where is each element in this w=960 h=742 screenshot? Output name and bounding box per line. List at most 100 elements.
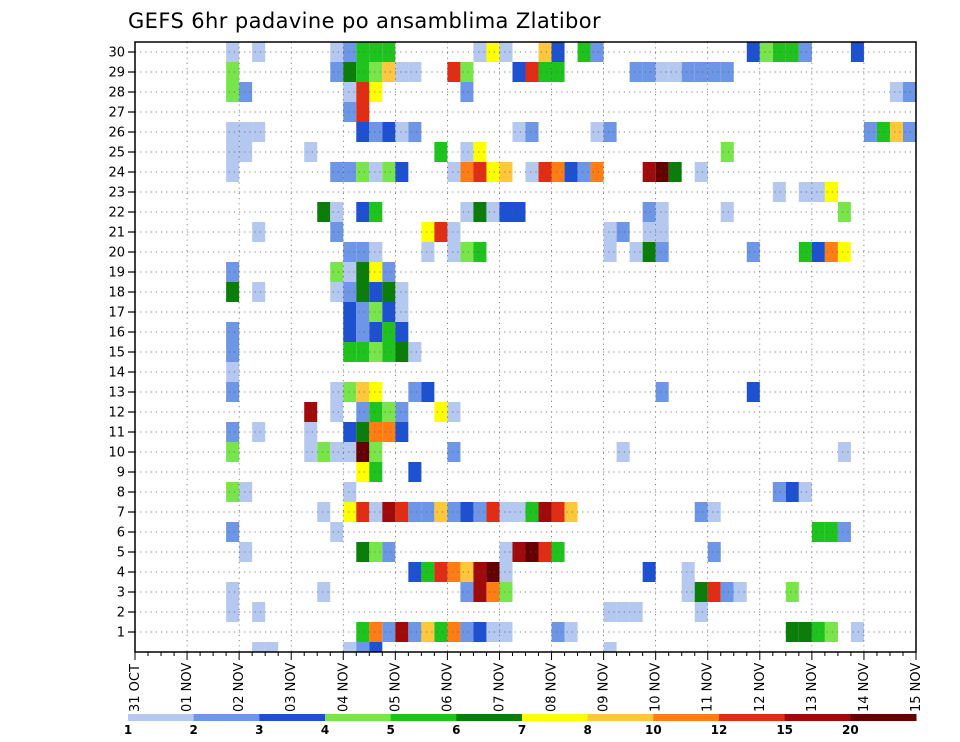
heatmap-cell xyxy=(538,42,552,62)
heatmap-cell xyxy=(369,462,383,482)
legend-swatch xyxy=(522,714,589,721)
heatmap-cell xyxy=(330,442,344,462)
y-tick-label: 23 xyxy=(108,186,125,201)
heatmap-cell xyxy=(395,302,409,322)
heatmap-cell xyxy=(317,202,331,222)
heatmap-cell xyxy=(460,562,474,582)
heatmap-cell xyxy=(525,62,539,82)
heatmap-cell xyxy=(330,402,344,422)
heatmap-cell xyxy=(356,342,370,362)
heatmap-cell xyxy=(837,442,851,462)
heatmap-cell xyxy=(343,442,357,462)
y-tick-label: 19 xyxy=(108,266,125,281)
legend-swatch xyxy=(719,714,786,721)
heatmap-cell xyxy=(226,362,240,382)
heatmap-cell xyxy=(694,602,708,622)
heatmap-cell xyxy=(473,242,487,262)
heatmap-cell xyxy=(369,502,383,522)
heatmap-cell xyxy=(408,502,422,522)
heatmap-cell xyxy=(382,322,396,342)
x-tick-label: 05 NOV xyxy=(388,663,403,712)
heatmap-cell xyxy=(460,502,474,522)
heatmap-cell xyxy=(356,442,370,462)
heatmap-cell xyxy=(356,162,370,182)
heatmap-cell xyxy=(707,62,721,82)
heatmap-cell xyxy=(746,42,760,62)
heatmap-cell xyxy=(421,222,435,242)
heatmap-cell xyxy=(486,202,500,222)
heatmap-cell xyxy=(564,622,578,642)
x-tick-label: 01 NOV xyxy=(180,663,195,712)
heatmap-cell xyxy=(460,582,474,602)
heatmap-cell xyxy=(603,642,617,652)
heatmap-cell xyxy=(473,582,487,602)
x-tick-label: 13 NOV xyxy=(805,663,820,712)
heatmap-cell xyxy=(616,442,630,462)
heatmap-cell xyxy=(499,542,513,562)
heatmap-cell xyxy=(473,202,487,222)
heatmap-cell xyxy=(382,262,396,282)
y-tick-label: 10 xyxy=(108,446,125,461)
heatmap-cell xyxy=(382,342,396,362)
heatmap-cell xyxy=(395,502,409,522)
heatmap-cell xyxy=(681,582,695,602)
heatmap-cell xyxy=(512,62,526,82)
legend-swatch xyxy=(390,714,457,721)
heatmap-cell xyxy=(590,122,604,142)
heatmap-cell xyxy=(226,82,240,102)
heatmap-cell xyxy=(720,202,734,222)
heatmap-cell xyxy=(330,62,344,82)
heatmap-cell xyxy=(356,402,370,422)
heatmap-cell xyxy=(642,202,656,222)
heatmap-cell xyxy=(382,302,396,322)
legend-label: 8 xyxy=(583,723,591,737)
heatmap-cell xyxy=(395,402,409,422)
heatmap-cell xyxy=(369,62,383,82)
heatmap-cell xyxy=(408,122,422,142)
heatmap-cell xyxy=(252,602,266,622)
heatmap-cell xyxy=(746,382,760,402)
heatmap-cell xyxy=(499,622,513,642)
y-tick-label: 21 xyxy=(108,226,125,241)
heatmap-cell xyxy=(226,142,240,162)
heatmap-cell xyxy=(486,622,500,642)
heatmap-cell xyxy=(447,622,461,642)
heatmap-cell xyxy=(330,222,344,242)
heatmap-cell xyxy=(304,422,318,442)
y-tick-label: 24 xyxy=(108,166,125,181)
heatmap-cell xyxy=(785,582,799,602)
heatmap-cell xyxy=(421,562,435,582)
heatmap-cell xyxy=(304,402,318,422)
heatmap-cell xyxy=(824,622,838,642)
heatmap-cell xyxy=(395,342,409,362)
heatmap-cell xyxy=(226,262,240,282)
heatmap-cell xyxy=(694,582,708,602)
heatmap-cell xyxy=(343,302,357,322)
heatmap-cell xyxy=(772,482,786,502)
heatmap-cell xyxy=(369,282,383,302)
heatmap-cell xyxy=(434,502,448,522)
heatmap-cell xyxy=(317,502,331,522)
heatmap-cell xyxy=(681,62,695,82)
heatmap-cell xyxy=(226,582,240,602)
heatmap-cell xyxy=(655,62,669,82)
heatmap-cell xyxy=(343,62,357,82)
heatmap-cell xyxy=(343,42,357,62)
heatmap-cell xyxy=(239,482,253,502)
y-tick-label: 1 xyxy=(117,626,125,641)
heatmap-cell xyxy=(421,242,435,262)
heatmap-cell xyxy=(343,102,357,122)
heatmap-cell xyxy=(460,622,474,642)
color-legend: 1 2 3 4 5 6 7 8 10 12 15 20 xyxy=(124,714,917,737)
heatmap-cell xyxy=(252,122,266,142)
legend-swatch xyxy=(784,714,851,721)
heatmap-cell xyxy=(330,382,344,402)
y-tick-label: 17 xyxy=(108,306,125,321)
heatmap-cell xyxy=(369,302,383,322)
heatmap-cell xyxy=(577,42,591,62)
heatmap-cell xyxy=(603,242,617,262)
heatmap-cell xyxy=(655,242,669,262)
heatmap-cell xyxy=(343,382,357,402)
heatmap-cell xyxy=(486,502,500,522)
heatmap-cell xyxy=(369,342,383,362)
